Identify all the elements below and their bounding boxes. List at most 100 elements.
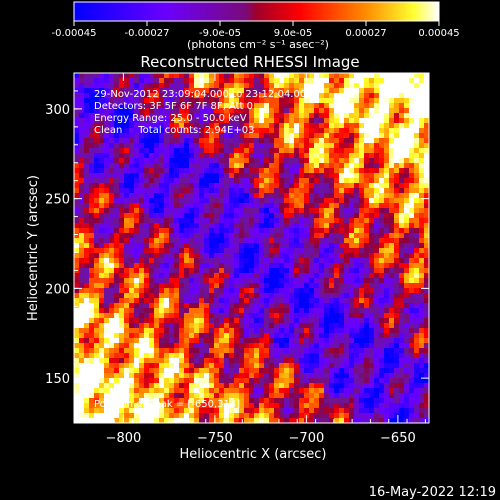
heatmap-cell — [264, 83, 270, 89]
heatmap-cell — [359, 348, 365, 354]
heatmap-cell — [114, 243, 120, 249]
heatmap-cell — [79, 73, 85, 79]
heatmap-cell — [104, 308, 110, 314]
heatmap-cell — [349, 103, 355, 109]
heatmap-cell — [229, 73, 235, 79]
heatmap-cell — [104, 373, 110, 379]
heatmap-cell — [89, 408, 95, 414]
heatmap-cell — [74, 133, 80, 139]
heatmap-cell — [299, 268, 305, 274]
heatmap-cell — [309, 238, 315, 244]
heatmap-cell — [409, 348, 415, 354]
heatmap-cell — [219, 208, 225, 214]
heatmap-cell — [164, 193, 170, 199]
heatmap-cell — [104, 93, 110, 99]
heatmap-cell — [164, 338, 170, 344]
heatmap-cell — [194, 153, 200, 159]
heatmap-cell — [199, 193, 205, 199]
heatmap-cell — [194, 388, 200, 394]
heatmap-cell — [289, 398, 295, 404]
heatmap-cell — [309, 103, 315, 109]
heatmap-cell — [309, 383, 315, 389]
heatmap-cell — [139, 328, 145, 334]
heatmap-cell — [244, 188, 250, 194]
heatmap-cell — [144, 308, 150, 314]
heatmap-cell — [149, 323, 155, 329]
heatmap-cell — [89, 258, 95, 264]
heatmap-cell — [149, 203, 155, 209]
heatmap-cell — [424, 118, 429, 124]
heatmap-cell — [329, 113, 335, 119]
heatmap-cell — [219, 408, 225, 414]
heatmap-cell — [244, 273, 250, 279]
heatmap-cell — [359, 248, 365, 254]
heatmap-cell — [379, 388, 385, 394]
heatmap-cell — [264, 363, 270, 369]
heatmap-cell — [114, 418, 120, 423]
heatmap-cell — [259, 358, 265, 364]
heatmap-cell — [154, 348, 160, 354]
heatmap-cell — [279, 143, 285, 149]
heatmap-cell — [94, 118, 100, 124]
heatmap-cell — [174, 368, 180, 374]
heatmap-cell — [354, 358, 360, 364]
heatmap-cell — [414, 208, 420, 214]
heatmap-cell — [94, 178, 100, 184]
heatmap-cell — [364, 368, 370, 374]
heatmap-cell — [409, 83, 415, 89]
heatmap-cell — [144, 228, 150, 234]
heatmap-cell — [329, 248, 335, 254]
heatmap-cell — [129, 238, 135, 244]
heatmap-cell — [284, 328, 290, 334]
heatmap-cell — [169, 158, 175, 164]
heatmap-cell — [284, 383, 290, 389]
heatmap-cell — [369, 283, 375, 289]
heatmap-cell — [289, 373, 295, 379]
heatmap-cell — [244, 213, 250, 219]
heatmap-cell — [404, 268, 410, 274]
heatmap-cell — [319, 293, 325, 299]
heatmap-cell — [289, 228, 295, 234]
heatmap-cell — [294, 78, 300, 84]
heatmap-cell — [409, 323, 415, 329]
heatmap-cell — [324, 103, 330, 109]
heatmap-cell — [334, 288, 340, 294]
heatmap-cell — [319, 323, 325, 329]
heatmap-cell — [324, 213, 330, 219]
heatmap-cell — [304, 103, 310, 109]
heatmap-cell — [229, 83, 235, 89]
heatmap-cell — [344, 388, 350, 394]
heatmap-cell — [244, 308, 250, 314]
heatmap-cell — [299, 173, 305, 179]
heatmap-cell — [344, 308, 350, 314]
heatmap-cell — [254, 158, 260, 164]
heatmap-cell — [359, 233, 365, 239]
heatmap-cell — [184, 173, 190, 179]
heatmap-cell — [79, 388, 85, 394]
heatmap-cell — [189, 148, 195, 154]
heatmap-cell — [214, 418, 220, 423]
heatmap-cell — [209, 113, 215, 119]
heatmap-cell — [84, 318, 90, 324]
heatmap-cell — [79, 398, 85, 404]
heatmap-cell — [234, 418, 240, 423]
heatmap-cell — [194, 398, 200, 404]
heatmap-cell — [409, 158, 415, 164]
heatmap-cell — [384, 273, 390, 279]
heatmap-cell — [399, 253, 405, 259]
heatmap-cell — [244, 173, 250, 179]
heatmap-cell — [339, 153, 345, 159]
heatmap-cell — [404, 223, 410, 229]
heatmap-cell — [414, 303, 420, 309]
heatmap-cell — [299, 113, 305, 119]
heatmap-cell — [94, 203, 100, 209]
heatmap-cell — [274, 233, 280, 239]
heatmap-cell — [349, 73, 355, 79]
heatmap-cell — [89, 268, 95, 274]
heatmap-cell — [379, 118, 385, 124]
heatmap-cell — [219, 123, 225, 129]
heatmap-cell — [369, 383, 375, 389]
heatmap-cell — [349, 308, 355, 314]
heatmap-cell — [369, 303, 375, 309]
